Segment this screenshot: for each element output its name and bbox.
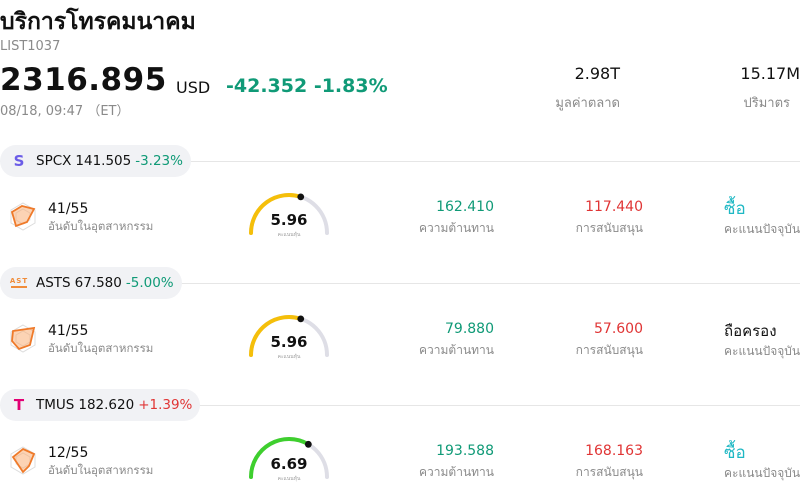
stock-pill[interactable]: AST ASTS 67.580 -5.00% bbox=[0, 267, 182, 299]
stock-score-label: คะแนนหุ้น bbox=[277, 354, 301, 360]
stock-section-tmus[interactable]: T TMUS 182.620 +1.39% 12/55 อันดับในอุตส… bbox=[0, 389, 800, 499]
support-value: 117.440 bbox=[585, 199, 643, 215]
stock-score: 5.96 bbox=[270, 211, 308, 229]
resistance-label: ความต้านทาน bbox=[419, 221, 494, 235]
support-label: การสนับสนุน bbox=[575, 465, 643, 479]
current-rating: ถือครอง bbox=[724, 322, 777, 340]
current-rating: ซื้อ bbox=[724, 199, 746, 219]
spcx-logo-icon: S bbox=[13, 152, 25, 170]
ticker-symbol: TMUS bbox=[36, 397, 75, 413]
resistance-value: 79.880 bbox=[445, 321, 494, 337]
current-rating-label: คะแนนปัจจุบัน bbox=[724, 466, 800, 480]
industry-rank: 41/55 bbox=[48, 323, 89, 339]
divider bbox=[0, 161, 800, 162]
stock-section-asts[interactable]: AST ASTS 67.580 -5.00% 41/55 อันดับในอุต… bbox=[0, 267, 800, 389]
divider bbox=[0, 283, 800, 284]
currency-label: USD bbox=[176, 78, 211, 97]
industry-rank-label: อันดับในอุตสาหกรรม bbox=[48, 341, 154, 355]
ticker-price: 67.580 bbox=[74, 275, 122, 291]
score-gauge bbox=[249, 437, 329, 479]
score-gauge-marker bbox=[297, 193, 305, 201]
support-label: การสนับสนุน bbox=[575, 343, 643, 357]
ticker-symbol: ASTS bbox=[36, 275, 71, 291]
stock-section-spcx[interactable]: S SPCX 141.505 -3.23% 41/55 อันดับในอุตส… bbox=[0, 145, 800, 267]
industry-radar-icon bbox=[10, 202, 36, 231]
market-cap-value: 2.98T bbox=[574, 64, 620, 83]
divider bbox=[0, 405, 800, 406]
index-change: -42.352 -1.83% bbox=[226, 75, 388, 97]
volume-label: ปริมาตร bbox=[743, 96, 790, 111]
timestamp: 08/18, 09:47 （ET） bbox=[0, 104, 130, 119]
score-gauge bbox=[249, 193, 329, 235]
support-label: การสนับสนุน bbox=[575, 221, 643, 235]
support-value: 57.600 bbox=[594, 321, 643, 337]
score-gauge-fill bbox=[249, 315, 303, 357]
ticker-change: +1.39% bbox=[138, 397, 193, 413]
industry-rank: 41/55 bbox=[48, 201, 89, 217]
resistance-value: 162.410 bbox=[436, 199, 494, 215]
ticker-change: -3.23% bbox=[135, 153, 183, 169]
current-rating-label: คะแนนปัจจุบัน bbox=[724, 222, 800, 236]
industry-rank: 12/55 bbox=[48, 445, 89, 461]
current-rating-label: คะแนนปัจจุบัน bbox=[724, 344, 800, 358]
index-price: 2316.895 bbox=[0, 62, 167, 98]
page-title: บริการโทรคมนาคม bbox=[0, 9, 196, 35]
industry-rank-label: อันดับในอุตสาหกรรม bbox=[48, 219, 154, 233]
score-gauge bbox=[249, 315, 329, 357]
score-gauge-marker bbox=[297, 315, 305, 323]
score-gauge-fill bbox=[249, 193, 303, 235]
resistance-value: 193.588 bbox=[436, 443, 494, 459]
ticker-price: 182.620 bbox=[78, 397, 135, 413]
ticker-price: 141.505 bbox=[75, 153, 132, 169]
ticker-symbol: SPCX bbox=[36, 153, 72, 169]
industry-rank-label: อันดับในอุตสาหกรรม bbox=[48, 463, 154, 477]
market-cap-label: มูลค่าตลาด bbox=[555, 96, 620, 111]
support-value: 168.163 bbox=[585, 443, 643, 459]
current-rating: ซื้อ bbox=[724, 443, 746, 463]
industry-radar-icon bbox=[10, 446, 36, 475]
score-gauge-fill bbox=[249, 437, 311, 479]
asts-logo-icon: AST bbox=[8, 278, 30, 288]
stock-pill[interactable]: S SPCX 141.505 -3.23% bbox=[0, 145, 191, 177]
resistance-label: ความต้านทาน bbox=[419, 343, 494, 357]
stock-score: 6.69 bbox=[270, 455, 308, 473]
industry-radar-icon bbox=[10, 324, 36, 353]
stock-score: 5.96 bbox=[270, 333, 308, 351]
tmobile-logo-icon: T bbox=[13, 396, 25, 414]
stock-pill[interactable]: T TMUS 182.620 +1.39% bbox=[0, 389, 201, 421]
stock-score-label: คะแนนหุ้น bbox=[277, 232, 301, 238]
volume-value: 15.17M bbox=[740, 64, 800, 83]
score-gauge-marker bbox=[304, 440, 312, 448]
stock-score-label: คะแนนหุ้น bbox=[277, 476, 301, 482]
list-code: LIST1037 bbox=[0, 39, 61, 54]
resistance-label: ความต้านทาน bbox=[419, 465, 494, 479]
ticker-change: -5.00% bbox=[125, 275, 174, 291]
